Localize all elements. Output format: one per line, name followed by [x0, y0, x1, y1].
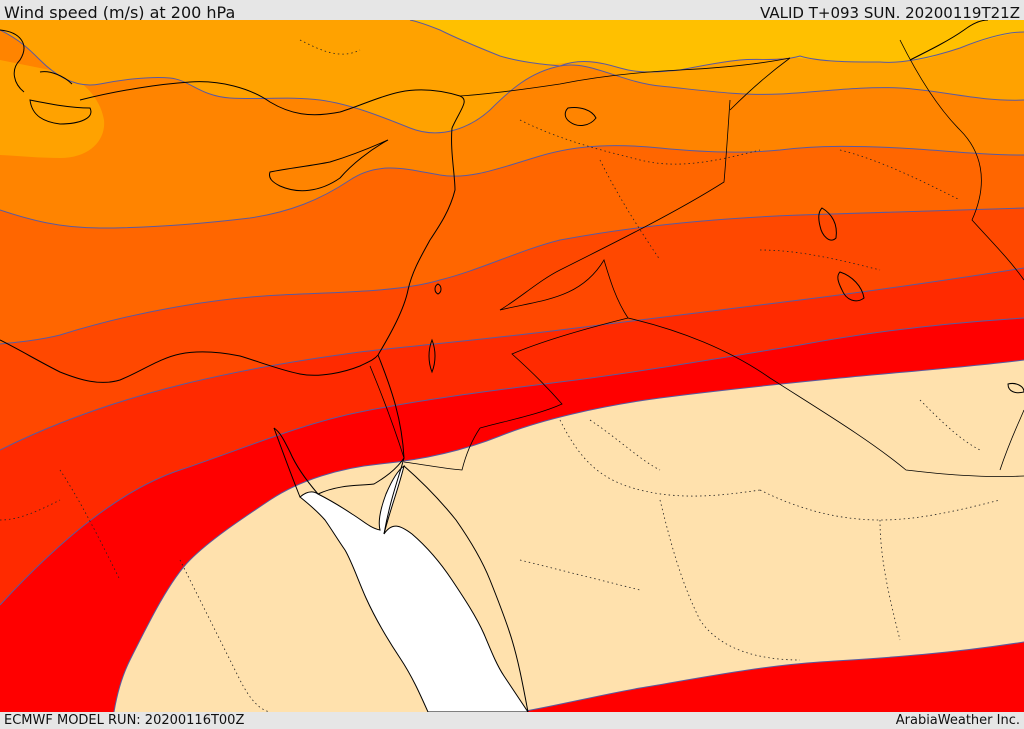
band-2-bubble	[0, 60, 105, 158]
contour-lines	[0, 20, 1024, 712]
contour-4	[0, 145, 1024, 229]
contour-8	[519, 641, 1024, 712]
border-jordan	[479, 259, 629, 429]
band-7-lower	[520, 642, 1024, 712]
valid-time: VALID T+093 SUN. 20200119T21Z	[760, 4, 1020, 22]
border-syria-iraq	[499, 99, 731, 311]
red-sea	[299, 464, 529, 712]
admin-4	[659, 499, 801, 661]
border-turkey-syria	[459, 57, 791, 97]
dead-sea	[428, 338, 436, 374]
contour-7	[113, 359, 1024, 712]
admin-8	[179, 559, 271, 712]
credit: ArabiaWeather Inc.	[895, 713, 1020, 728]
contour-6	[409, 20, 1024, 73]
admin-7	[879, 519, 901, 641]
low-speed-area	[114, 360, 1024, 712]
border-saudi-jordan	[403, 427, 481, 471]
coast-sinai	[273, 354, 405, 495]
wind-speed-map	[0, 20, 1024, 712]
admin-5	[519, 559, 641, 591]
border-saudi-iraq	[627, 317, 1024, 477]
admin-2	[599, 159, 661, 261]
persian-gulf-hint	[837, 271, 865, 302]
coast-aegean	[0, 29, 25, 93]
admin-boundaries	[0, 39, 1001, 712]
coastlines	[0, 20, 1024, 712]
map-canvas	[0, 20, 1024, 712]
contour-5	[0, 29, 1024, 134]
lake-van	[564, 107, 597, 126]
map-title: Wind speed (m/s) at 200 hPa	[4, 3, 236, 22]
border-iran-iraq	[729, 57, 791, 111]
contour-2	[0, 267, 1024, 451]
header-bar: Wind speed (m/s) at 200 hPa VALID T+093 …	[0, 0, 1024, 22]
coast-crete	[29, 99, 92, 125]
coast-turkey	[79, 81, 465, 129]
island-east	[1007, 383, 1024, 394]
contour-3	[0, 207, 1024, 345]
lake-urmia	[818, 207, 837, 241]
admin-12	[759, 249, 881, 271]
coast-north-africa	[0, 339, 379, 383]
border-egypt-israel	[369, 365, 405, 459]
admin-10	[0, 499, 61, 521]
admin-11	[839, 149, 961, 201]
coast-cyprus	[269, 139, 389, 192]
admin-13	[299, 39, 361, 55]
model-run: ECMWF MODEL RUN: 20200116T00Z	[4, 713, 245, 728]
contour-1	[0, 317, 1024, 606]
coast-gulf	[273, 427, 301, 498]
country-borders	[369, 39, 1024, 477]
admin-9	[59, 469, 121, 581]
coast-aegean-2	[39, 71, 73, 85]
coast-aqaba	[383, 457, 405, 535]
border-kuwait	[999, 409, 1024, 471]
sea-galilee	[434, 283, 442, 295]
admin-15	[919, 399, 981, 451]
footer-bar: ECMWF MODEL RUN: 20200116T00Z ArabiaWeat…	[0, 712, 1024, 729]
coast-caspian	[909, 20, 989, 61]
border-iran	[899, 39, 1024, 281]
admin-1	[519, 119, 761, 165]
coast-levant	[377, 127, 456, 356]
coast-arabia	[403, 465, 529, 712]
band-1	[410, 20, 1024, 73]
